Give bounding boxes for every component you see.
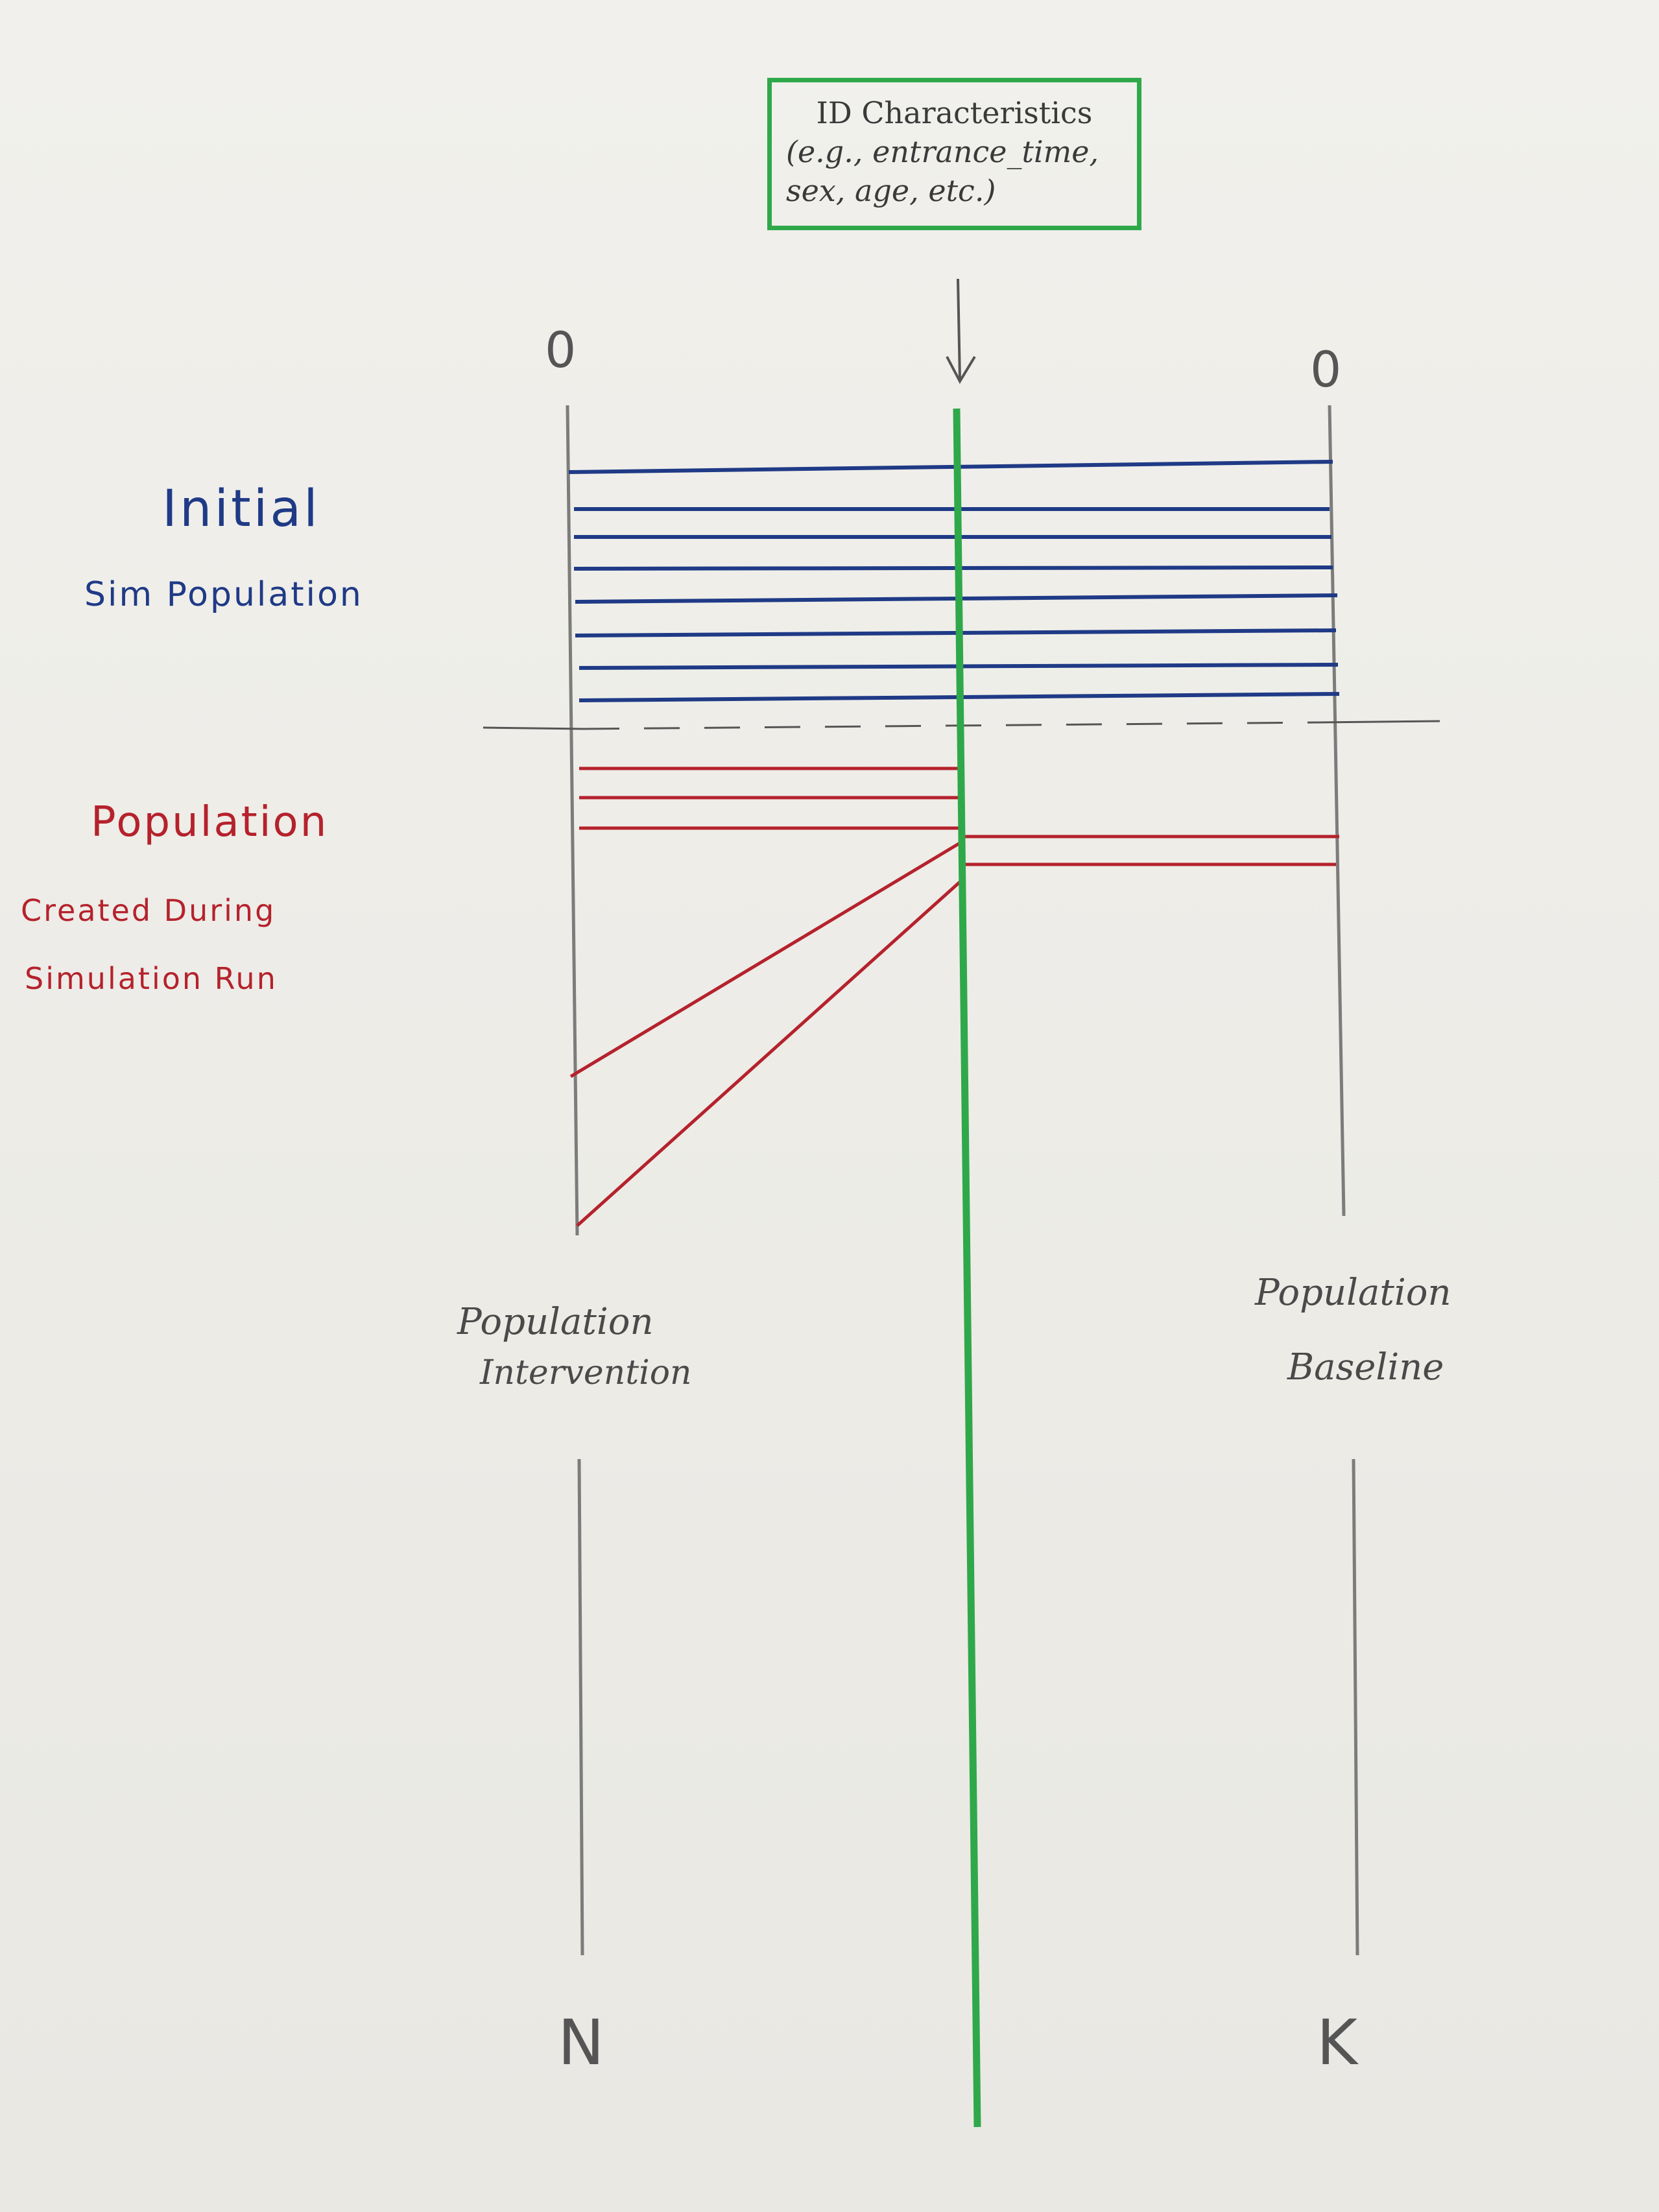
blue-line [573, 565, 1333, 571]
divider-line-dashed [583, 721, 1317, 730]
red-line-diagonal [576, 881, 961, 1227]
initial-population-subtitle: Sim Population [84, 575, 363, 614]
down-arrow-head [946, 355, 976, 385]
created-population-lines [569, 767, 1339, 1227]
initial-population-title: Initial [162, 480, 320, 538]
created-population-line2: Simulation Run [25, 961, 278, 996]
blue-line [568, 460, 1333, 474]
created-population-line1: Created During [21, 893, 276, 928]
blue-line [575, 628, 1337, 637]
id-box-line1: ID Characteristics [816, 95, 1093, 130]
initial-population-lines [568, 460, 1340, 702]
created-population-title: Population [91, 798, 329, 846]
baseline-bottom-label: K [1317, 2006, 1357, 2079]
id-characteristics-line [953, 408, 981, 2128]
intervention-top-label: 0 [545, 321, 577, 379]
down-arrow-shaft [957, 278, 961, 380]
baseline-label-line2: Baseline [1287, 1346, 1444, 1388]
intervention-axis-upper [566, 405, 579, 1236]
id-characteristics-box: ID Characteristics (e.g., entrance_time,… [767, 78, 1141, 230]
baseline-label-line1: Population [1255, 1272, 1451, 1314]
id-box-line3: sex, age, etc.) [786, 172, 996, 208]
divider-line-left [483, 726, 584, 730]
intervention-label-line1: Population [457, 1301, 654, 1343]
red-line-diagonal [569, 841, 961, 1078]
intervention-bottom-label: N [558, 2006, 604, 2079]
intervention-axis-lower [577, 1458, 584, 1956]
id-box-line2: (e.g., entrance_time, [786, 134, 1099, 169]
baseline-axis-lower [1352, 1458, 1359, 1956]
intervention-label-line2: Intervention [480, 1353, 692, 1392]
baseline-top-label: 0 [1310, 340, 1342, 398]
baseline-axis-upper [1328, 405, 1346, 1217]
divider-line-right [1316, 720, 1440, 724]
